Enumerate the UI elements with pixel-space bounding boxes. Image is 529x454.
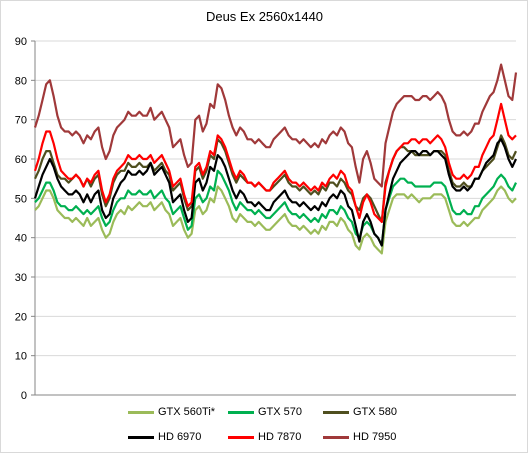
y-tick-label: 10 xyxy=(15,351,27,363)
y-tick-label: 30 xyxy=(15,272,27,284)
legend-swatch xyxy=(228,435,254,439)
y-tick-label: 0 xyxy=(21,390,27,402)
legend-item-gtx-560ti: GTX 560Ti* xyxy=(128,406,228,418)
series-line-hd-7870 xyxy=(33,102,517,223)
y-tick-labels: 0 10 20 30 40 50 60 70 80 90 xyxy=(15,36,27,402)
y-tick-label: 20 xyxy=(15,311,27,323)
y-tick-label: 70 xyxy=(15,115,27,127)
legend-item-hd-7950: HD 7950 xyxy=(323,431,418,443)
legend-item-gtx-580: GTX 580 xyxy=(323,406,418,418)
legend-item-gtx-570: GTX 570 xyxy=(228,406,323,418)
axes xyxy=(31,40,516,396)
legend-label: GTX 570 xyxy=(258,406,303,418)
legend-label: GTX 580 xyxy=(353,406,398,418)
y-tick-label: 60 xyxy=(15,154,27,166)
legend-label: GTX 560Ti* xyxy=(158,406,216,418)
y-tick-label: 50 xyxy=(15,193,27,205)
series-lines xyxy=(33,63,518,255)
legend-item-hd-6970: HD 6970 xyxy=(128,431,228,443)
series-line-gtx-580 xyxy=(34,134,517,223)
y-tick-label: 90 xyxy=(15,36,27,48)
legend-row-1: GTX 560Ti* GTX 570 GTX 580 xyxy=(128,406,418,418)
chart-title: Deus Ex 2560x1440 xyxy=(205,9,324,24)
y-tick-label: 80 xyxy=(15,75,27,87)
series-line-gtx-560ti xyxy=(34,185,517,255)
legend-swatch xyxy=(323,435,349,439)
legend-swatch xyxy=(228,410,254,414)
gridlines xyxy=(35,40,516,357)
series-line-hd-6970 xyxy=(33,138,517,247)
legend-label: HD 7870 xyxy=(258,431,302,443)
legend-item-hd-7870: HD 7870 xyxy=(228,431,323,443)
y-tick-label: 40 xyxy=(15,233,27,245)
legend-row-2: HD 6970 HD 7870 HD 7950 xyxy=(128,431,418,443)
legend-label: HD 6970 xyxy=(158,431,202,443)
legend-swatch xyxy=(128,435,154,439)
series-line-gtx-570 xyxy=(34,169,517,247)
legend-label: HD 7950 xyxy=(353,431,397,443)
legend-swatch xyxy=(323,410,349,414)
series-line-hd-7950 xyxy=(33,63,518,188)
legend-swatch xyxy=(128,410,154,414)
